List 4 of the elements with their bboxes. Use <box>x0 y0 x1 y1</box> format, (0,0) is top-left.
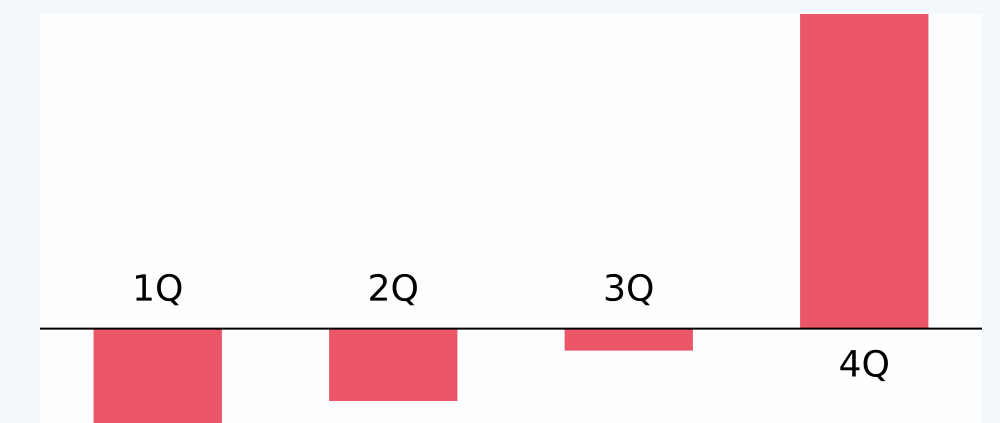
x-tick-label: 4Q <box>840 350 888 382</box>
x-tick-label: 2Q <box>370 274 417 306</box>
x-tick-label: 1Q <box>136 274 182 306</box>
x-tick-label: 3Q <box>606 274 652 306</box>
